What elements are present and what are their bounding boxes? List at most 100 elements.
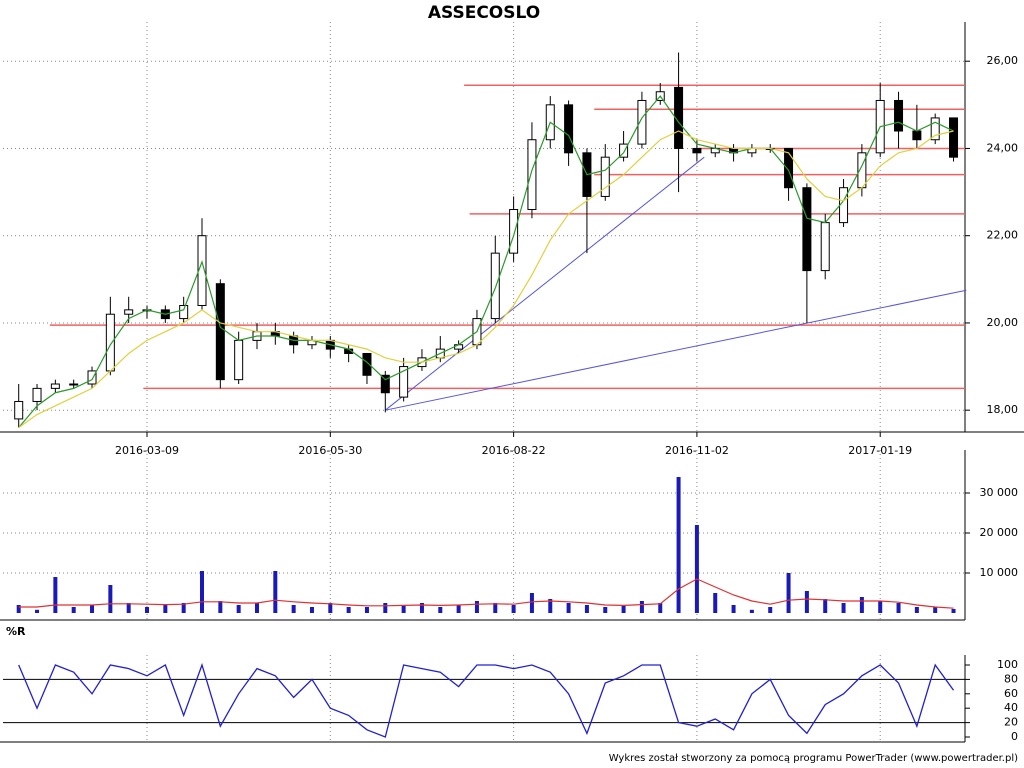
y-tick-label: 100 (997, 658, 1018, 671)
volume-bar (511, 605, 516, 613)
volume-bar (401, 605, 406, 613)
candle-body (894, 99, 904, 132)
volume-bar (328, 603, 333, 613)
volume-bar (236, 605, 241, 613)
candle-body (674, 86, 684, 149)
candle-body (362, 352, 372, 376)
candle-body (50, 383, 60, 389)
volume-bar (529, 593, 534, 613)
candle-body (600, 156, 610, 197)
y-tick-label: 22,00 (987, 229, 1019, 242)
y-tick-label: 24,00 (987, 141, 1019, 154)
y-tick-label: 10 000 (980, 566, 1019, 579)
volume-bar (35, 609, 40, 613)
volume-bar (603, 607, 608, 613)
candle-body (619, 143, 629, 158)
volume-bar (859, 597, 864, 613)
volume-bar (218, 601, 223, 613)
candle-body (69, 383, 79, 386)
candle-body (784, 147, 794, 189)
volume-bar (53, 577, 58, 613)
volume-bar (90, 605, 95, 613)
candle-body (949, 117, 959, 158)
candle-body (490, 252, 500, 320)
y-tick-label: 80 (1004, 672, 1018, 685)
volume-bar (383, 603, 388, 613)
volume-bar (676, 477, 681, 613)
volume-bar (639, 601, 644, 613)
volume-bar (493, 603, 498, 613)
candle-body (839, 187, 849, 224)
chart-title: ASSECOSLO (428, 3, 540, 23)
volume-bar (841, 603, 846, 613)
volume-bar (254, 603, 259, 613)
y-tick-label: 0 (1011, 730, 1018, 743)
volume-bar (291, 605, 296, 613)
candle-body (197, 235, 207, 306)
trend-line (384, 156, 705, 411)
series-line (18, 578, 954, 609)
volume-bar (768, 607, 773, 613)
volume-bar (163, 605, 168, 613)
volume-bar (548, 599, 553, 613)
candle-body (527, 139, 537, 211)
candle-body (380, 374, 390, 394)
volume-bar (584, 605, 589, 613)
volume-bar (731, 605, 736, 613)
volume-bar (951, 609, 956, 613)
candle-body (820, 222, 830, 272)
candle-body (802, 187, 812, 272)
candle-body (234, 339, 244, 381)
volume-bar (181, 603, 186, 613)
volume-bar (456, 605, 461, 613)
candle-body (564, 104, 574, 154)
series-line (18, 662, 955, 738)
candle-body (399, 366, 409, 398)
volume-bar (933, 607, 938, 613)
volume-bar (658, 603, 663, 613)
volume-bar (804, 591, 809, 613)
candle-body (179, 304, 189, 320)
y-tick-label: 26,00 (987, 54, 1019, 67)
y-tick-label: 60 (1004, 687, 1018, 700)
candle-body (87, 370, 97, 385)
candle-body (912, 130, 922, 141)
candle-body (930, 117, 940, 141)
volume-bar (200, 571, 204, 613)
volume-bar (749, 609, 754, 613)
y-tick-label: 40 (1004, 701, 1018, 714)
volume-bar (878, 601, 883, 613)
volume-bar (145, 607, 150, 613)
volume-bar (126, 603, 131, 613)
volume-bar (108, 585, 113, 613)
volume-bar (713, 593, 718, 613)
candle-body (32, 387, 42, 402)
series-line (18, 130, 954, 429)
series-line (18, 95, 954, 429)
y-tick-label: 20,00 (987, 316, 1019, 329)
y-tick-label: 30 000 (980, 486, 1019, 499)
volume-bar (474, 601, 479, 613)
candle-body (105, 313, 115, 372)
volume-bar (896, 603, 901, 613)
volume-bar (823, 599, 828, 613)
candle-body (692, 147, 702, 154)
y-tick-label: 20 000 (980, 526, 1019, 539)
footer: Wykres został stworzony za pomocą progra… (609, 753, 1018, 764)
volume-bar (914, 607, 919, 613)
volume-bar (273, 571, 278, 613)
volume-bar (309, 607, 314, 613)
candle-body (14, 400, 24, 420)
volume-bar (566, 603, 571, 613)
trend-line (385, 289, 967, 411)
candle-body (509, 209, 519, 254)
volume-bar (346, 607, 351, 613)
volume-bar (621, 605, 626, 613)
volume-bar (16, 605, 21, 613)
candle-body (124, 309, 134, 315)
volume-bar (786, 573, 791, 613)
volume-bar (364, 607, 369, 613)
volume-bar (438, 607, 443, 613)
volume-bar (71, 607, 76, 613)
